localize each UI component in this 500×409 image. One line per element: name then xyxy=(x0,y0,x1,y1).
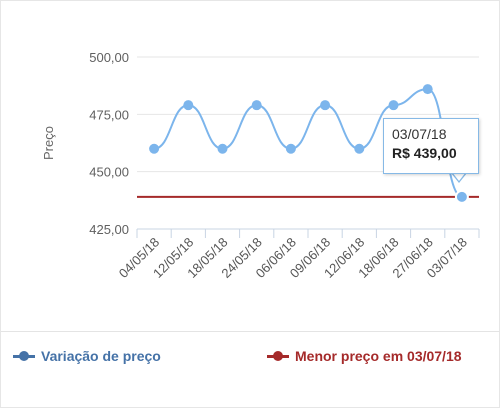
y-axis: 425,00 450,00 475,00 500,00 xyxy=(89,50,129,237)
data-point[interactable] xyxy=(183,100,194,111)
y-tick-label: 425,00 xyxy=(89,222,129,237)
data-point[interactable] xyxy=(422,84,433,95)
legend-item-price-variation[interactable]: Variação de preço xyxy=(13,346,161,366)
legend-marker-price-variation xyxy=(13,350,35,362)
legend-marker-lowest-price xyxy=(267,350,289,362)
legend-label-lowest-price: Menor preço em 03/07/18 xyxy=(295,348,462,364)
legend-item-lowest-price[interactable]: Menor preço em 03/07/18 xyxy=(267,346,462,366)
data-point[interactable] xyxy=(388,100,399,111)
y-tick-label: 450,00 xyxy=(89,165,129,180)
data-point[interactable] xyxy=(217,143,228,154)
data-points[interactable] xyxy=(149,84,469,204)
tooltip-price: R$ 439,00 xyxy=(392,145,457,161)
tooltip-arrow-fill xyxy=(452,172,466,181)
series-line-price-variation xyxy=(153,88,463,198)
price-tooltip: 03/07/18 R$ 439,00 xyxy=(383,118,479,174)
y-tick-label: 475,00 xyxy=(89,107,129,122)
data-point-hovered[interactable] xyxy=(454,189,469,204)
data-point[interactable] xyxy=(285,143,296,154)
tooltip-date: 03/07/18 xyxy=(392,126,447,142)
data-point[interactable] xyxy=(354,143,365,154)
y-axis-title: Preço xyxy=(41,126,56,160)
data-point[interactable] xyxy=(251,100,262,111)
legend-label-price-variation: Variação de preço xyxy=(41,348,161,364)
x-axis: 04/05/1812/05/1818/05/1824/05/1806/06/18… xyxy=(116,228,480,281)
data-point[interactable] xyxy=(320,100,331,111)
y-tick-label: 500,00 xyxy=(89,50,129,65)
series-layer xyxy=(137,88,479,198)
legend-divider xyxy=(1,331,500,332)
data-point[interactable] xyxy=(149,143,160,154)
